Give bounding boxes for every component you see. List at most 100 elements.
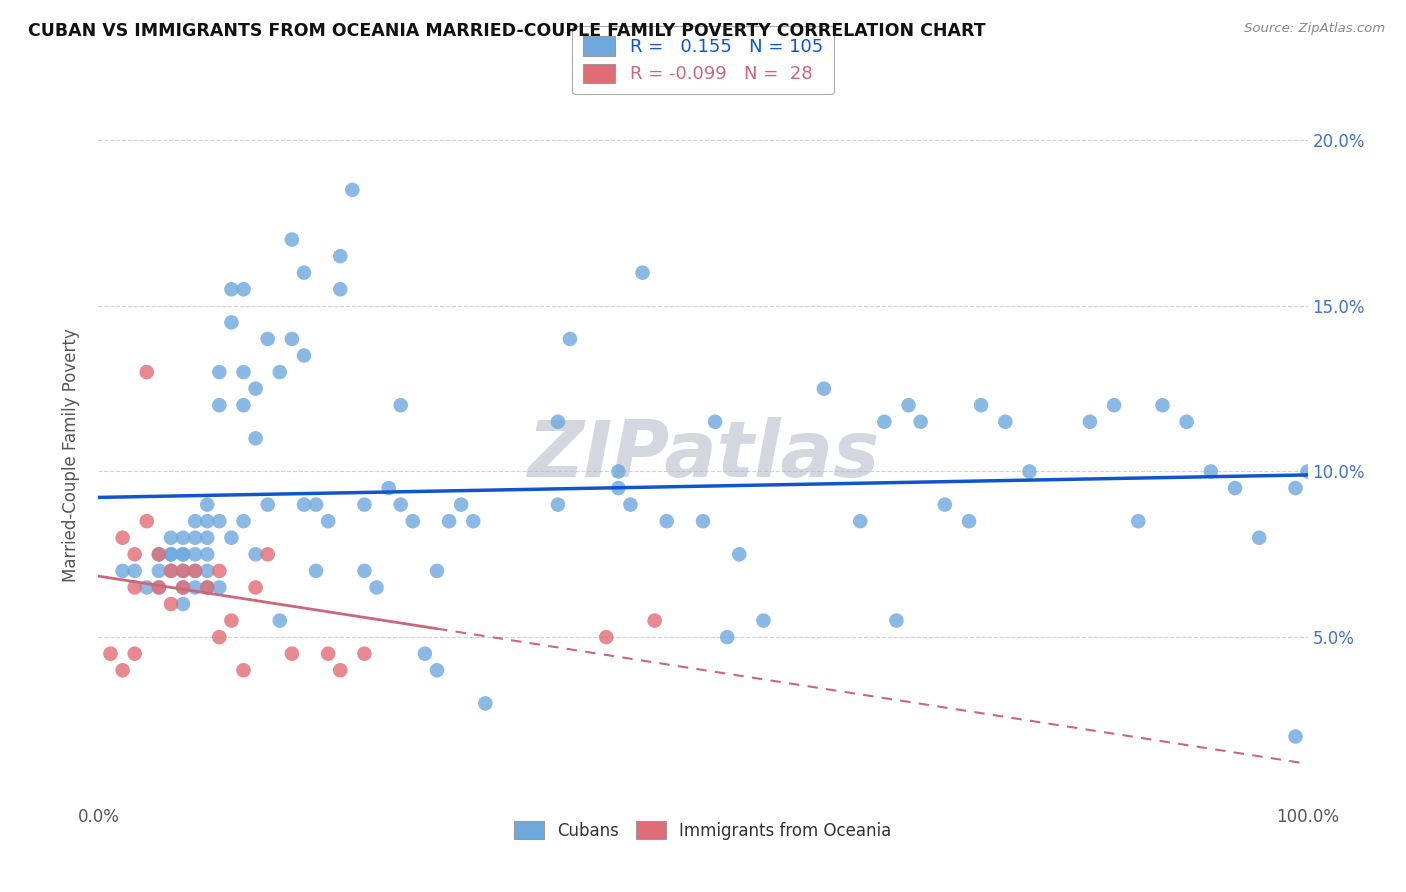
Point [342,183,364,197]
Point [957,514,980,528]
Point [195,581,218,595]
Point [111,564,134,578]
Point [389,398,412,412]
Point [873,415,896,429]
Point [160,564,183,578]
Point [1284,481,1306,495]
Point [970,398,993,412]
Point [1152,398,1174,412]
Point [463,514,485,528]
Point [148,581,170,595]
Point [704,415,727,429]
Point [607,481,630,495]
Point [1296,465,1319,479]
Point [353,498,375,512]
Point [195,581,218,595]
Point [716,630,738,644]
Point [1249,531,1271,545]
Point [160,597,183,611]
Point [547,498,569,512]
Point [160,547,183,561]
Point [124,547,146,561]
Point [353,564,375,578]
Point [619,498,641,512]
Point [172,581,194,595]
Point [292,266,315,280]
Point [232,398,254,412]
Point [172,547,194,561]
Point [172,564,194,578]
Point [329,282,352,296]
Point [389,498,412,512]
Point [366,581,388,595]
Point [305,564,328,578]
Point [245,431,267,445]
Point [595,630,617,644]
Point [426,564,449,578]
Point [135,514,157,528]
Point [184,564,207,578]
Point [148,581,170,595]
Point [752,614,775,628]
Point [172,531,194,545]
Point [413,647,436,661]
Point [160,564,183,578]
Point [221,531,243,545]
Point [849,514,872,528]
Point [232,282,254,296]
Point [934,498,956,512]
Point [232,514,254,528]
Point [232,365,254,379]
Point [208,630,231,644]
Point [195,498,218,512]
Point [1284,730,1306,744]
Point [195,547,218,561]
Point [208,365,231,379]
Point [377,481,399,495]
Point [269,365,291,379]
Point [910,415,932,429]
Point [184,581,207,595]
Point [111,663,134,677]
Point [148,547,170,561]
Point [994,415,1017,429]
Point [208,398,231,412]
Point [281,233,304,247]
Legend: Cubans, Immigrants from Oceania: Cubans, Immigrants from Oceania [508,814,898,847]
Point [172,564,194,578]
Point [886,614,908,628]
Point [1175,415,1198,429]
Point [644,614,666,628]
Point [256,332,278,346]
Point [558,332,581,346]
Point [292,498,315,512]
Point [221,282,243,296]
Text: ZIPatlas: ZIPatlas [527,417,879,493]
Point [1223,481,1246,495]
Point [195,514,218,528]
Point [305,498,328,512]
Y-axis label: Married-Couple Family Poverty: Married-Couple Family Poverty [62,328,80,582]
Point [256,498,278,512]
Point [111,531,134,545]
Point [426,663,449,677]
Point [148,564,170,578]
Point [450,498,472,512]
Point [402,514,425,528]
Point [135,365,157,379]
Point [474,697,496,711]
Point [329,663,352,677]
Point [184,564,207,578]
Point [692,514,714,528]
Point [607,465,630,479]
Point [547,415,569,429]
Point [897,398,920,412]
Point [221,614,243,628]
Point [281,332,304,346]
Point [208,514,231,528]
Point [631,266,654,280]
Point [813,382,835,396]
Point [184,514,207,528]
Point [353,647,375,661]
Point [316,647,339,661]
